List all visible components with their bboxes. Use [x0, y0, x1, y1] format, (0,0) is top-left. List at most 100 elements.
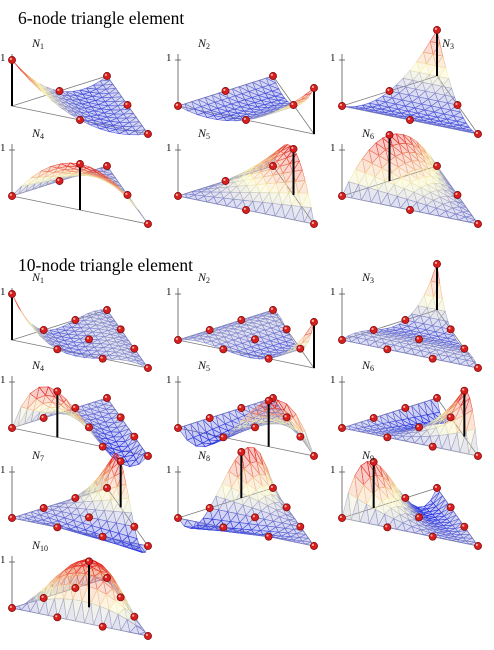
node-highlight	[9, 291, 12, 294]
axis-one-label: 1	[0, 374, 6, 386]
surface-plot	[8, 376, 152, 468]
node-highlight	[9, 515, 12, 518]
node-highlight	[475, 543, 478, 546]
surface-plot	[338, 458, 482, 550]
node-marker	[85, 423, 93, 432]
node-marker	[282, 325, 291, 334]
node-highlight	[298, 524, 301, 527]
label-subscript: 1	[40, 276, 45, 285]
node-highlight	[145, 131, 148, 134]
node-marker	[174, 424, 182, 432]
node-highlight	[175, 515, 178, 518]
node-marker	[130, 432, 139, 441]
node-highlight	[243, 117, 246, 120]
node-highlight	[223, 178, 226, 181]
surface-mesh	[11, 162, 149, 225]
node-highlight	[403, 317, 406, 320]
axis-one-label: 1	[166, 142, 172, 154]
node-marker	[116, 325, 125, 334]
label-subscript: 5	[206, 364, 211, 373]
node-marker	[123, 191, 132, 199]
node-highlight	[416, 425, 419, 428]
label-symbol: N	[32, 448, 41, 462]
node-marker	[53, 523, 62, 532]
surface-plot	[8, 288, 152, 372]
node-marker	[103, 484, 111, 492]
shape-function-label: N2	[198, 36, 210, 51]
node-marker	[71, 584, 80, 592]
node-highlight	[339, 337, 342, 340]
node-highlight	[371, 459, 374, 462]
node-highlight	[298, 434, 301, 437]
node-marker	[415, 513, 423, 522]
node-highlight	[175, 337, 178, 340]
node-highlight	[132, 346, 135, 349]
node-marker	[446, 325, 455, 334]
node-highlight	[73, 585, 76, 588]
shape-function-panel-10-node-n8: 1 N8	[166, 446, 328, 570]
node-highlight	[387, 88, 390, 91]
label-symbol: N	[362, 358, 371, 372]
shape-function-panel-10-node-n5: 1 N5	[166, 358, 328, 480]
surface-mesh	[341, 460, 479, 547]
node-marker	[76, 116, 84, 124]
node-highlight	[416, 515, 419, 518]
node-highlight	[403, 495, 406, 498]
node-marker	[53, 345, 62, 354]
node-marker	[242, 116, 250, 124]
node-highlight	[252, 425, 255, 428]
label-subscript: 8	[206, 454, 211, 463]
label-symbol: N	[198, 36, 207, 50]
node-highlight	[104, 163, 107, 166]
section-title-6-node: 6-node triangle element	[18, 8, 185, 28]
node-highlight	[266, 398, 269, 401]
node-marker	[269, 306, 277, 314]
node-highlight	[270, 163, 273, 166]
node-highlight	[86, 425, 89, 428]
node-marker	[383, 523, 392, 532]
axis-one-label: 1	[0, 142, 6, 154]
surface-mesh	[11, 59, 149, 136]
node-marker	[39, 594, 48, 602]
node-highlight	[77, 117, 80, 120]
node-marker	[39, 326, 48, 334]
node-marker	[310, 84, 318, 92]
node-marker	[433, 162, 441, 170]
node-marker	[8, 290, 16, 298]
node-marker	[174, 192, 182, 200]
axis-one-label: 1	[166, 286, 172, 298]
node-highlight	[462, 388, 465, 391]
node-highlight	[77, 161, 80, 164]
node-marker	[310, 318, 318, 326]
node-highlight	[462, 524, 465, 527]
node-marker	[116, 457, 125, 466]
label-subscript: 6	[370, 364, 375, 373]
node-marker	[53, 387, 62, 396]
node-highlight	[270, 307, 273, 310]
shape-function-label: N10	[32, 538, 48, 553]
node-marker	[221, 177, 230, 185]
node-marker	[251, 423, 259, 432]
surface-mesh	[177, 309, 315, 360]
node-marker	[219, 523, 228, 532]
node-highlight	[132, 524, 135, 527]
node-highlight	[266, 356, 269, 359]
node-highlight	[125, 192, 128, 195]
shape-function-label: N8	[198, 448, 210, 463]
node-highlight	[475, 131, 478, 134]
node-marker	[415, 335, 423, 344]
surface-plot	[338, 376, 482, 460]
node-marker	[116, 593, 125, 602]
node-highlight	[55, 347, 58, 350]
shape-function-panel-10-node-n4: 1 N4	[0, 358, 162, 480]
node-marker	[474, 542, 482, 550]
node-highlight	[86, 337, 89, 340]
node-highlight	[416, 337, 419, 340]
label-subscript: 6	[370, 132, 375, 141]
node-highlight	[387, 132, 390, 135]
node-highlight	[270, 73, 273, 76]
node-marker	[296, 522, 305, 531]
label-symbol: N	[442, 36, 451, 50]
node-marker	[251, 513, 259, 522]
node-highlight	[118, 459, 121, 462]
